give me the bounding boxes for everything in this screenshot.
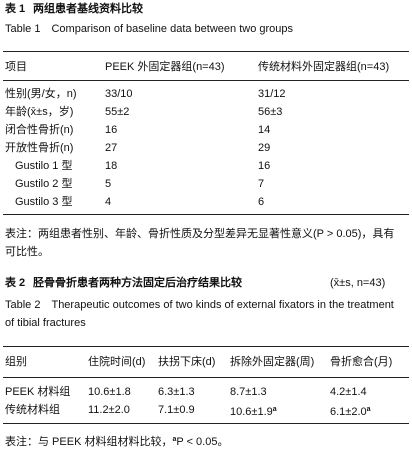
- header-cell: 组别: [5, 356, 27, 368]
- cell: 8.7±1.3: [230, 386, 267, 398]
- cell: 27: [105, 142, 118, 154]
- header-cell: 项目: [5, 61, 27, 73]
- cell: 开放性骨折(n): [5, 142, 74, 154]
- cell: 56±3: [258, 106, 283, 118]
- cell: 31/12: [258, 88, 286, 100]
- cell: 18: [105, 160, 118, 172]
- cell: 11.2±2.0: [88, 404, 130, 416]
- cell-text: 6.1±2.0: [330, 406, 367, 418]
- rule: [3, 51, 409, 52]
- rule: [3, 214, 409, 215]
- table-label: 表 2: [5, 277, 26, 289]
- header-cell: 拆除外固定器(周): [230, 356, 315, 368]
- cell: 14: [258, 124, 271, 136]
- cell-sup: a: [366, 406, 371, 413]
- note-sup: a: [172, 436, 177, 443]
- cell: Gustilo 1 型: [15, 160, 73, 172]
- cell: 29: [258, 142, 271, 154]
- table-stat: (x̄±s, n=43): [330, 277, 386, 289]
- header-cell: 住院时间(d): [88, 356, 146, 368]
- cell: 年龄(x̄±s，岁): [5, 106, 74, 118]
- cell: PEEK 材料组: [5, 386, 71, 398]
- note-text: P < 0.05。: [176, 436, 229, 448]
- cell: 6.3±1.3: [158, 386, 195, 398]
- cell: 7: [258, 178, 265, 190]
- cell: 闭合性骨折(n): [5, 124, 74, 136]
- cell: 传统材料组: [5, 404, 60, 416]
- cell: 性别(男/女，n): [5, 88, 77, 100]
- cell: 4: [105, 196, 112, 208]
- cell: 16: [258, 160, 271, 172]
- cell: 7.1±0.9: [158, 404, 195, 416]
- header-cell: 扶拐下床(d): [158, 356, 216, 368]
- table-label: 表 1: [5, 3, 26, 15]
- table-title: 两组患者基线资料比较: [33, 3, 143, 15]
- cell-sup: a: [272, 406, 277, 413]
- rule: [3, 346, 409, 347]
- table-title: 胫骨骨折患者两种方法固定后治疗结果比较: [33, 277, 242, 289]
- cell: 6: [258, 196, 265, 208]
- cell: 55±2: [105, 106, 130, 118]
- table-title-en: Table 1 Comparison of baseline data betw…: [5, 23, 294, 35]
- rule: [3, 80, 409, 81]
- cell: Gustilo 2 型: [15, 178, 73, 190]
- cell: 16: [105, 124, 118, 136]
- cell-text: 10.6±1.9: [230, 406, 273, 418]
- cell: 5: [105, 178, 112, 190]
- header-cell: PEEK 外固定器组(n=43): [105, 61, 225, 73]
- rule: [3, 423, 409, 424]
- rule: [3, 377, 409, 378]
- cell: 6.1±2.0a: [330, 403, 371, 419]
- cell: Gustilo 3 型: [15, 196, 73, 208]
- note-text: 表注：与 PEEK 材料组材料比较，: [5, 436, 173, 448]
- cell: 33/10: [105, 88, 133, 100]
- header-cell: 传统材料外固定器组(n=43): [258, 61, 390, 73]
- table-title-en: Table 2 Therapeutic outcomes of two kind…: [5, 299, 394, 329]
- cell: 4.2±1.4: [330, 386, 367, 398]
- table-note: 表注：两组患者性别、年龄、骨折性质及分型差异无显著性意义(P > 0.05)，具…: [5, 228, 395, 258]
- table-note: 表注：与 PEEK 材料组材料比较，aP < 0.05。: [5, 433, 228, 449]
- cell: 10.6±1.8: [88, 386, 131, 398]
- cell: 10.6±1.9a: [230, 403, 277, 419]
- header-cell: 骨折愈合(月): [330, 356, 393, 368]
